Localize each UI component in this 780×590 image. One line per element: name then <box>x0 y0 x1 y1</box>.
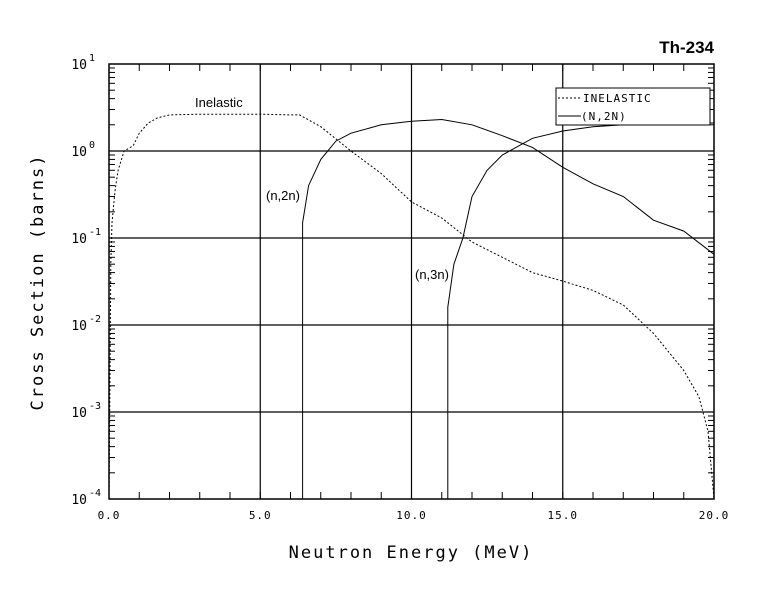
grid <box>109 64 714 499</box>
legend: INELASTIC (N,2N) <box>555 87 711 126</box>
y-tick-label-base: 10 <box>71 493 87 508</box>
x-tick-label: 10.0 <box>396 509 427 522</box>
y-axis-label: Cross Section (barns) <box>28 154 48 411</box>
x-tick-labels: 0.0 5.0 10.0 15.0 20.0 <box>98 509 730 522</box>
y-tick-label-base: 10 <box>71 406 87 421</box>
annotation-n2n: (n,2n) <box>266 188 300 203</box>
series-line-n2n <box>302 118 715 499</box>
x-tick-label: 15.0 <box>548 509 579 522</box>
x-tick-label: 20.0 <box>699 509 730 522</box>
y-tick-label-base: 10 <box>71 58 87 73</box>
series-line-inelastic <box>108 113 715 500</box>
y-tick-label-exponent: -3 <box>89 401 101 412</box>
y-tick-label-base: 10 <box>71 145 87 160</box>
annotation-inelastic: Inelastic <box>195 95 243 110</box>
y-tick-label-exponent: 1 <box>89 53 95 64</box>
chart-title: Th-234 <box>659 38 714 57</box>
annotation-n3n: (n,3n) <box>415 267 449 282</box>
legend-box <box>555 87 711 126</box>
series-line-n3n <box>447 122 715 499</box>
legend-label-n2n: (N,2N) <box>581 110 627 123</box>
y-tick-label-exponent: -1 <box>89 227 101 238</box>
legend-label-inelastic: INELASTIC <box>583 92 652 105</box>
y-tick-label-exponent: -2 <box>89 314 101 325</box>
y-tick-label-exponent: 0 <box>89 140 95 151</box>
y-tick-label-exponent: -4 <box>89 488 101 499</box>
axis-ticks <box>109 64 714 499</box>
x-axis-label: Neutron Energy (MeV) <box>289 543 534 563</box>
plot-frame <box>108 63 715 500</box>
x-tick-label: 0.0 <box>98 509 121 522</box>
x-tick-label: 5.0 <box>249 509 272 522</box>
y-tick-label-base: 10 <box>71 319 87 334</box>
y-tick-label-base: 10 <box>71 232 87 247</box>
